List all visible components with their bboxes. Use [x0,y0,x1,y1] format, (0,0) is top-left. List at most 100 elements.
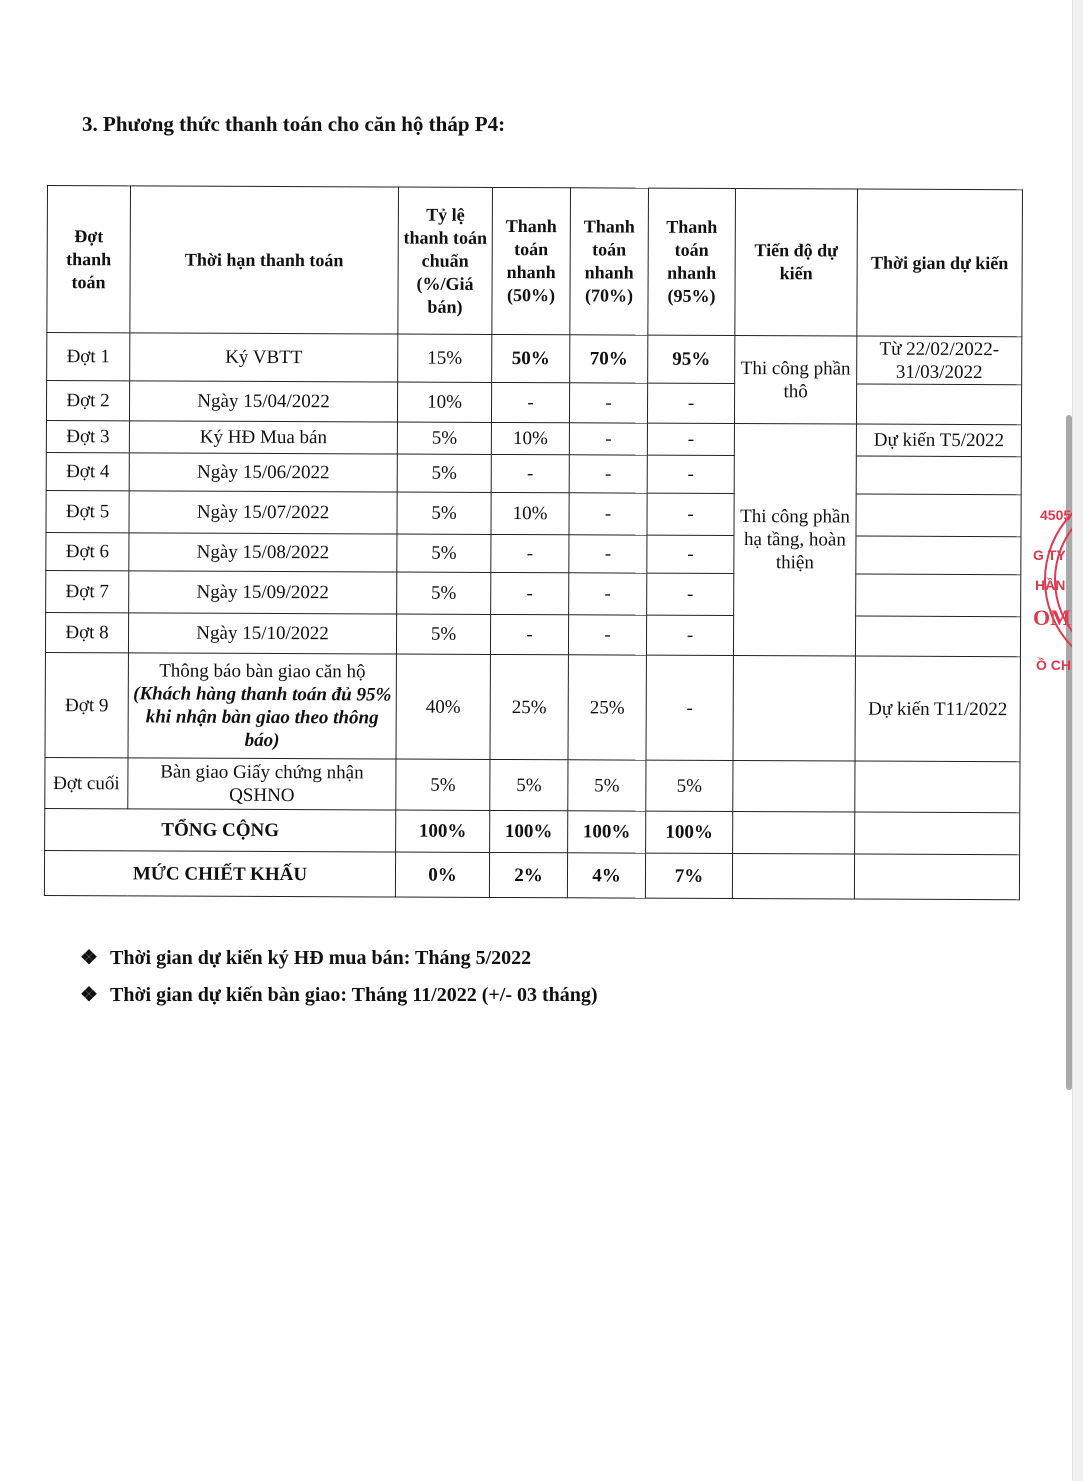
cell: - [645,655,734,761]
cell: 50% [491,334,570,383]
note-text: Thời gian dự kiến ký HĐ mua bán: Tháng 5… [110,947,532,969]
cell: 10% [397,382,492,423]
cell: - [646,615,734,656]
note-item: ❖ Thời gian dự kiến bàn giao: Tháng 11/20… [80,982,598,1007]
header-cell: Thanh toán nhanh (50%) [491,187,571,335]
header-cell: Thời gian dự kiến [856,189,1023,337]
cell: 5% [567,759,646,812]
note-text: Thời gian dự kiến bàn giao: Tháng 11/202… [110,984,598,1006]
cell: - [647,423,735,456]
scrollbar[interactable] [1066,415,1072,1090]
cell: 5% [396,534,491,573]
cell: 0% [395,852,490,898]
cell: 5% [397,454,492,493]
table-row: Đợt 9 Thông báo bàn giao căn hộ (Khách hàn… [45,652,1021,762]
cell [856,456,1022,495]
cell: - [568,534,647,574]
table-row: Đợt 6 Ngày 15/08/2022 5% - - - [45,532,1021,575]
cell: Đợt 6 [45,532,129,571]
header-cell: Thanh toán nhanh (95%) [647,188,736,336]
cell: - [490,572,569,615]
table-row: Đợt 1 Ký VBTT 15% 50% 70% 95% Thi công phần th… [46,332,1022,425]
total-row: TỔNG CỘNG 100% 100% 100% 100% [44,808,1020,855]
total-label: TỔNG CỘNG [44,808,396,853]
cell: 25% [489,654,569,760]
cell: 5% [396,492,492,535]
cell [855,616,1021,657]
discount-row: MỨC CHIẾT KHẤU 0% 2% 4% 7% [44,850,1020,900]
cell: Bàn giao Giấy chứng nhận QSHNO [127,757,396,811]
cell: Ngày 15/04/2022 [129,380,398,423]
header-row: Đợt thanh toán Thời hạn thanh toán Tỷ lệ… [46,185,1023,337]
cell: 5% [397,422,492,455]
cell: 5% [645,760,733,812]
note-item: ❖ Thời gian dự kiến ký HĐ mua bán: Tháng … [80,945,598,970]
header-cell: Thời hạn thanh toán [129,185,399,335]
viewer-edge [1072,0,1083,1481]
cell: - [491,382,570,423]
cell: - [647,455,735,494]
cell: - [646,573,734,616]
cell: 2% [489,852,568,898]
table-row: Đợt 5 Ngày 15/07/2022 5% 10% - - [45,490,1022,537]
payment-table: Đợt thanh toán Thời hạn thanh toán Tỷ lệ… [44,185,1023,900]
cell: Đợt 7 [45,570,129,613]
term-text: Thông báo bàn giao căn hộ [159,660,366,683]
cell: Thông báo bàn giao căn hộ (Khách hàng tha… [128,652,397,760]
cell: Đợt 3 [46,420,130,453]
cell: Đợt 5 [45,490,130,533]
svg-text:OMI: OMI [1033,605,1072,630]
cell: - [569,382,648,424]
svg-text:HẦN: HẦN [1035,577,1065,593]
diamond-bullet-icon: ❖ [80,984,98,1006]
cell: Ngày 15/10/2022 [128,612,397,655]
header-cell: Tỷ lệ thanh toán chuẩn (%/Giá bán) [397,187,493,335]
company-stamp: 4505 G TY HẦN OMI Ồ CHÍ [1033,507,1072,673]
cell: 95% [647,335,735,384]
table-row: Đợt 3 Ký HĐ Mua bán 5% 10% - - Thi công phần h… [46,420,1022,657]
cell: Ký HĐ Mua bán [129,420,398,455]
cell: 10% [491,422,570,455]
cell: - [491,454,570,493]
cell [854,761,1020,813]
cell: 5% [396,572,491,615]
svg-text:4505: 4505 [1040,507,1071,523]
cell: - [646,493,735,536]
cell: 25% [567,654,647,761]
cell: Ngày 15/08/2022 [128,532,397,573]
table-row: Đợt 4 Ngày 15/06/2022 5% - - - [46,452,1022,495]
cell: - [490,534,569,573]
cell [732,811,855,855]
cell: - [646,535,734,574]
cell: 5% [395,759,490,811]
cell: Ngày 15/06/2022 [129,452,398,493]
cell: Dự kiến T5/2022 [856,424,1022,457]
cell: Ký VBTT [129,332,398,383]
cell: Đợt 9 [45,652,129,758]
discount-label: MỨC CHIẾT KHẤU [44,850,396,898]
cell: - [647,383,735,424]
cell [856,384,1022,425]
cell: - [569,422,648,456]
progress-cell: Thi công phần thô [734,335,857,425]
cell: Đợt 8 [45,612,129,653]
cell: Từ 22/02/2022-31/03/2022 [856,336,1022,385]
cell: 40% [395,654,491,760]
table-row: Đợt cuối Bàn giao Giấy chứng nhận QSHNO 5%… [44,757,1020,813]
table-row: Đợt 8 Ngày 15/10/2022 5% - - - [45,612,1021,657]
section-heading: 3. Phương thức thanh toán cho căn hộ thá… [82,112,506,136]
table-row: Đợt 2 Ngày 15/04/2022 10% - - - [46,380,1022,425]
cell: 5% [396,614,491,655]
cell [854,812,1020,855]
table-row: Đợt 7 Ngày 15/09/2022 5% - - - [45,570,1021,617]
cell [855,574,1021,617]
cell: - [568,492,648,536]
cell: Dự kiến T11/2022 [854,656,1021,762]
header-cell: Thanh toán nhanh (70%) [569,187,649,336]
cell: Đợt 2 [46,380,130,421]
cell: 7% [645,853,733,899]
cell: - [569,454,648,494]
diamond-bullet-icon: ❖ [80,947,98,969]
cell [855,536,1021,575]
cell [732,655,856,762]
